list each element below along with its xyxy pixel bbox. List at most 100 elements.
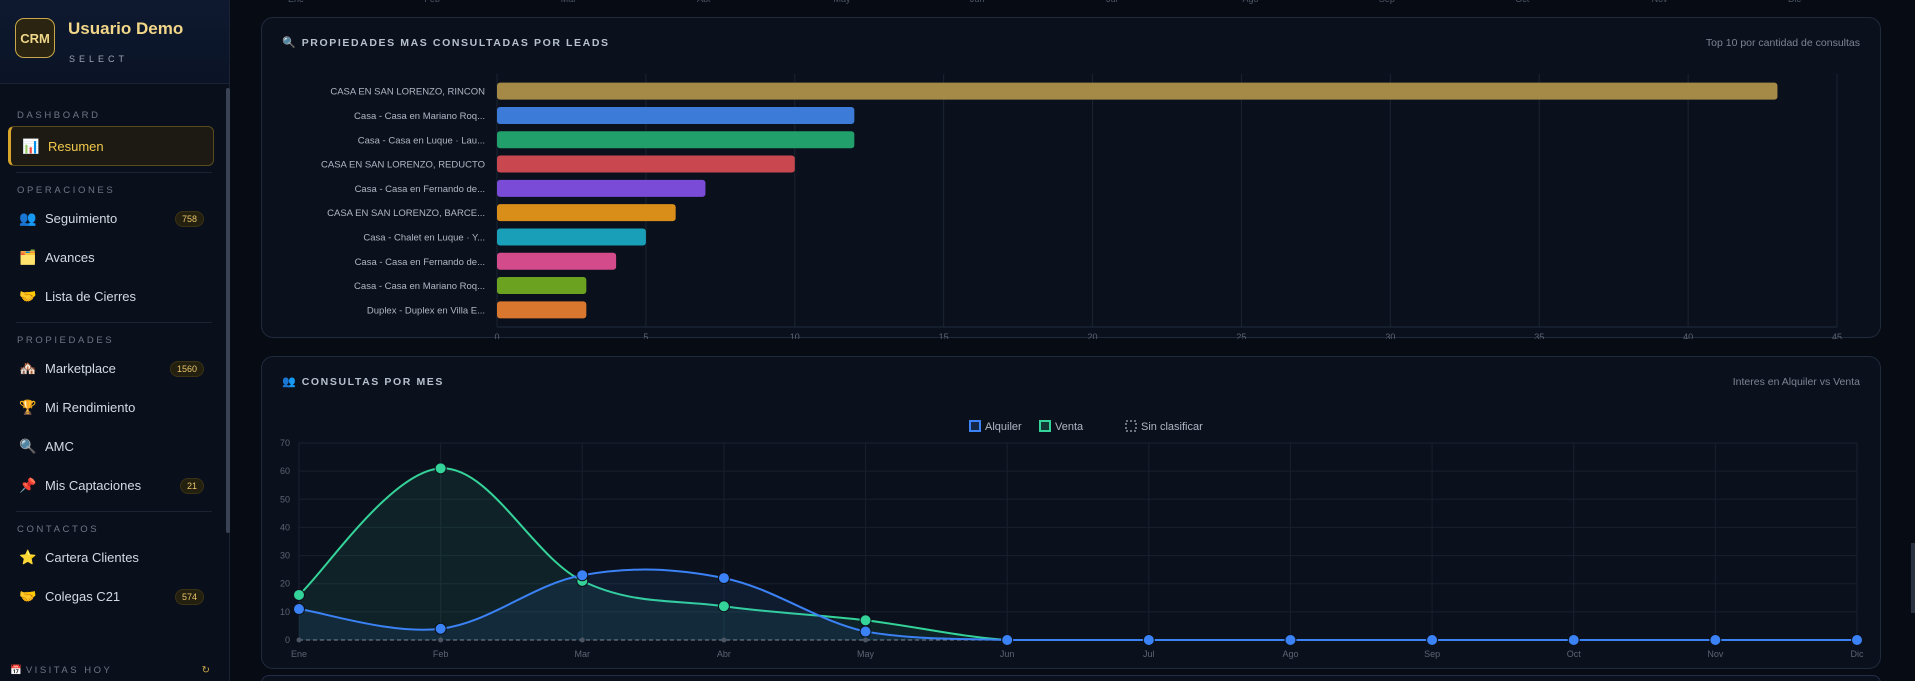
category-label: CASA EN SAN LORENZO, RINCON — [330, 87, 485, 98]
x-tick-label: 30 — [1385, 332, 1395, 339]
sidebar-item-lista-de-cierres[interactable]: 🤝 Lista de Cierres — [8, 277, 214, 316]
x-tick-label: Abr — [717, 649, 731, 659]
data-point[interactable] — [576, 569, 589, 582]
data-point[interactable] — [438, 637, 444, 643]
data-point[interactable] — [1001, 634, 1014, 646]
bar[interactable] — [497, 204, 676, 222]
legend-swatch[interactable] — [1039, 420, 1051, 432]
sidebar-item-label: Lista de Cierres — [45, 289, 137, 304]
data-point[interactable] — [717, 600, 730, 613]
legend-swatch[interactable] — [969, 420, 981, 432]
category-label: Duplex - Duplex en Villa E... — [367, 305, 485, 316]
data-point[interactable] — [859, 614, 872, 627]
bar[interactable] — [497, 228, 646, 246]
chart-icon: 📊 — [22, 137, 40, 154]
card-subtitle: Interes en Alquiler vs Venta — [1732, 375, 1860, 388]
line-chart: Alquiler Venta Sin clasificar 0 10 20 30 40 50 60… — [280, 420, 1864, 659]
series-area — [299, 569, 1857, 640]
legend-label[interactable]: Alquiler — [985, 421, 1022, 433]
data-point[interactable] — [721, 637, 727, 643]
chart-legend: Alquiler Venta Sin clasificar — [969, 420, 1203, 433]
section-title-propiedades: PROPIEDADES — [17, 335, 115, 346]
category-label: Casa - Casa en Fernando de... — [355, 184, 485, 195]
crm-logo[interactable]: CRM — [15, 18, 55, 58]
data-point[interactable] — [434, 622, 447, 635]
trophy-icon: 🏆 — [19, 399, 37, 415]
legend-swatch[interactable] — [1125, 420, 1137, 432]
data-point[interactable] — [1142, 634, 1155, 646]
calendar-icon: 📅 — [10, 665, 22, 676]
refresh-icon[interactable]: ↻ — [201, 665, 210, 676]
data-point[interactable] — [1851, 634, 1863, 646]
category-label: Casa - Casa en Luque · Lau... — [358, 135, 485, 146]
category-label: Casa - Chalet en Luque · Y... — [363, 232, 485, 243]
data-point[interactable] — [1567, 634, 1580, 646]
data-point[interactable] — [296, 637, 302, 643]
y-tick-label: 0 — [285, 635, 290, 645]
bar[interactable] — [497, 82, 1778, 100]
x-tick-label: May — [857, 649, 875, 659]
data-point[interactable] — [1709, 634, 1722, 646]
data-point[interactable] — [293, 588, 305, 601]
bar[interactable] — [497, 301, 587, 319]
sidebar-item-seguimiento[interactable]: 👥 Seguimiento 758 — [8, 199, 214, 238]
sidebar-item-label: Cartera Clientes — [45, 550, 139, 565]
bar[interactable] — [497, 277, 587, 295]
data-point[interactable] — [859, 625, 872, 638]
data-point[interactable] — [434, 462, 447, 475]
x-tick-label: Jun — [1000, 649, 1015, 659]
bar[interactable] — [497, 131, 855, 149]
legend-label[interactable]: Sin clasificar — [1141, 421, 1203, 433]
section-title-dashboard: DASHBOARD — [17, 110, 101, 121]
category-label: Casa - Casa en Fernando de... — [355, 257, 485, 268]
sidebar-item-cartera-clientes[interactable]: ⭐ Cartera Clientes — [8, 538, 214, 577]
card-title: CONSULTAS POR MES — [301, 375, 445, 388]
sidebar-scrollbar[interactable] — [226, 88, 230, 533]
y-tick-label: 70 — [280, 438, 290, 448]
section-title-contactos: CONTACTOS — [17, 524, 100, 535]
visitas-hoy-section[interactable]: 📅 VISITAS HOY ↻ — [0, 660, 222, 681]
sidebar-item-amc[interactable]: 🔍 AMC — [8, 427, 214, 466]
page-scrollbar[interactable] — [1911, 543, 1915, 613]
x-tick-label: Jul — [1143, 649, 1155, 659]
top-axis-tick: Ago — [1243, 0, 1259, 4]
data-point[interactable] — [1426, 634, 1439, 646]
x-tick-label: Dic — [1851, 649, 1864, 659]
data-point[interactable] — [1284, 634, 1297, 646]
x-tick-label: 10 — [790, 332, 800, 339]
data-point[interactable] — [293, 603, 305, 616]
data-point[interactable] — [579, 637, 585, 643]
sidebar-item-marketplace[interactable]: 🏘️ Marketplace 1560 — [8, 349, 214, 388]
brand-header: CRM Usuario Demo SELECT — [0, 0, 229, 84]
sidebar-item-label: Seguimiento — [45, 211, 118, 226]
sidebar-item-avances[interactable]: 🗂️ Avances — [8, 238, 214, 277]
y-tick-label: 60 — [280, 466, 290, 476]
data-point[interactable] — [717, 572, 730, 585]
count-badge: 21 — [179, 477, 204, 494]
handshake-icon: 🤝 — [19, 588, 37, 604]
category-label: CASA EN SAN LORENZO, BARCE... — [327, 208, 485, 219]
legend-label[interactable]: Venta — [1055, 421, 1084, 433]
sidebar-item-mis-captaciones[interactable]: 📌 Mis Captaciones 21 — [8, 466, 214, 505]
next-card-edge — [261, 675, 1881, 681]
bar-chart: 0 5 10 15 20 25 30 35 40 45 CASA EN SAN LORENZO, R… — [321, 74, 1842, 339]
user-name[interactable]: Usuario Demo — [68, 19, 184, 38]
sidebar-item-colegas-c21[interactable]: 🤝 Colegas C21 574 — [8, 577, 214, 616]
bar[interactable] — [497, 179, 706, 197]
bar[interactable] — [497, 252, 617, 270]
top-axis-tick: Jul — [1106, 0, 1118, 4]
magnifier-icon: 🔍 — [19, 438, 37, 454]
count-badge: 1560 — [169, 360, 204, 377]
folder-icon: 🗂️ — [19, 249, 37, 265]
sidebar-item-resumen[interactable]: 📊 Resumen — [8, 126, 214, 166]
sidebar-item-mi-rendimiento[interactable]: 🏆 Mi Rendimiento — [8, 388, 214, 427]
x-tick-label: Ago — [1282, 649, 1298, 659]
card-title: PROPIEDADES MAS CONSULTADAS POR LEADS — [301, 36, 610, 49]
count-badge: 574 — [174, 588, 204, 605]
data-point[interactable] — [863, 637, 869, 643]
bar[interactable] — [497, 106, 855, 124]
x-tick-label: 0 — [494, 332, 499, 339]
magnifier-icon: 🔍 — [282, 37, 296, 49]
y-tick-label: 30 — [280, 551, 290, 561]
bar[interactable] — [497, 155, 795, 173]
